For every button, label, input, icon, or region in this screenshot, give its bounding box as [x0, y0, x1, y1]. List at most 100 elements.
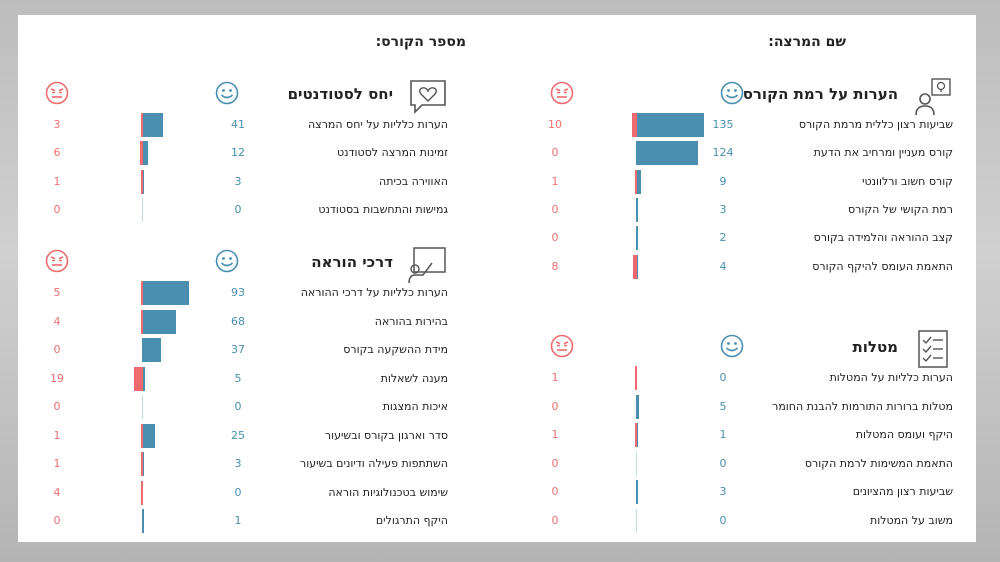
positive-count: 0 — [234, 400, 242, 413]
negative-count: 0 — [551, 456, 559, 470]
metric-label: קצב ההוראה והלמידה בקורס — [813, 231, 953, 245]
negative-face-icon — [550, 334, 574, 358]
metric-row: הערות כלליות על דרכי ההוראה 93 5 — [28, 281, 448, 305]
positive-bar — [636, 480, 638, 504]
person-lightbulb-icon — [915, 78, 951, 116]
metric-label: התאמת המשימות לרמת הקורס — [804, 456, 953, 470]
positive-count: 0 — [234, 485, 242, 499]
positive-bar — [636, 141, 698, 166]
negative-count: 1 — [53, 174, 61, 188]
positive-count: 12 — [231, 146, 245, 160]
metric-row: מענה לשאלות 5 19 — [28, 366, 448, 391]
positive-count: 3 — [234, 457, 242, 470]
negative-bar — [133, 366, 143, 391]
negative-count: 0 — [53, 400, 61, 413]
positive-count: 3 — [719, 485, 727, 498]
metric-label: זמינות המרצה לסטודנט — [336, 146, 448, 160]
positive-count: 5 — [719, 399, 727, 413]
positive-bar — [636, 197, 638, 222]
positive-bar — [636, 394, 639, 419]
metric-label: הערות כלליות על המטלות — [829, 371, 953, 384]
metric-row: קורס מעניין ומרחיב את הדעת 124 0 — [28, 141, 953, 166]
negative-face-icon — [45, 81, 69, 105]
negative-face-icon — [45, 249, 69, 273]
positive-bar — [636, 113, 704, 137]
metric-label: מענה לשאלות — [380, 371, 448, 385]
positive-count: 3 — [234, 174, 242, 188]
negative-count: 0 — [551, 513, 559, 527]
bar-axis — [142, 395, 143, 419]
positive-count: 135 — [712, 118, 734, 131]
negative-bar — [141, 423, 143, 448]
negative-count: 1 — [53, 428, 61, 442]
metric-label: היקף התרגולים — [375, 514, 448, 527]
panel-title: דרכי הוראה — [311, 253, 393, 271]
metric-label: שביעות רצון כללית מרמת הקורס — [798, 118, 953, 131]
negative-count: 8 — [551, 259, 559, 273]
negative-count: 10 — [548, 118, 562, 131]
metric-label: היקף ועומס המטלות — [855, 428, 953, 441]
positive-smiley-icon — [215, 81, 239, 105]
bar-axis — [142, 197, 143, 222]
positive-bar — [636, 423, 638, 447]
positive-count: 0 — [719, 513, 727, 527]
metric-label: קורס חשוב ורלוונטי — [862, 174, 953, 188]
negative-bar — [632, 113, 637, 137]
metric-label: האווירה בכיתה — [379, 174, 448, 188]
bar-axis — [636, 451, 637, 476]
negative-bar — [141, 452, 143, 476]
positive-count: 0 — [234, 202, 242, 216]
negative-bar — [635, 423, 637, 447]
positive-count: 0 — [719, 371, 727, 384]
negative-count: 4 — [53, 314, 61, 328]
metric-row: קורס חשוב ורלוונטי 9 1 — [28, 169, 953, 194]
positive-bar — [636, 169, 641, 194]
metric-label: קורס מעניין ומרחיב את הדעת — [813, 146, 953, 160]
negative-count: 0 — [551, 485, 559, 498]
metric-label: רמת הקושי של הקורס — [847, 202, 953, 216]
negative-count: 6 — [53, 146, 61, 160]
metric-row: שביעות רצון כללית מרמת הקורס 135 10 — [28, 113, 953, 137]
positive-count: 5 — [234, 371, 242, 385]
speech-bubble-heart-icon — [410, 80, 446, 114]
metric-label: בהירות בהוראה — [374, 314, 448, 328]
negative-bar — [635, 169, 637, 194]
metric-row: מטלות ברורות התורמות להבנת החומר 5 0 — [28, 394, 953, 419]
negative-bar — [633, 254, 637, 279]
negative-count: 0 — [53, 343, 61, 356]
negative-bar — [141, 480, 143, 505]
metric-row: היקף ועומס המטלות 1 1 — [28, 423, 953, 447]
negative-count: 1 — [551, 174, 559, 188]
positive-count: 124 — [712, 146, 734, 160]
panel-title: מטלות — [852, 338, 898, 356]
positive-count: 25 — [231, 428, 245, 442]
metric-row: זמינות המרצה לסטודנט 12 6 — [28, 141, 448, 166]
positive-bar — [636, 226, 638, 251]
metric-row: סדר וארגון בקורס ובשיעור 25 1 — [28, 423, 448, 448]
negative-bar — [140, 141, 143, 166]
metric-label: גמישות והתחשבות בסטודנט — [318, 202, 448, 216]
metric-label: איכות המצגות — [382, 400, 448, 413]
metric-row: שביעות רצון מהציונים 3 0 — [28, 480, 953, 504]
positive-bar — [142, 423, 155, 448]
metric-row: הערות כלליות על המטלות 0 1 — [28, 366, 953, 390]
metric-row: בהירות בהוראה 68 4 — [28, 309, 448, 334]
positive-bar — [142, 309, 176, 334]
positive-count: 9 — [719, 174, 727, 188]
positive-count: 3 — [719, 202, 727, 216]
positive-count: 0 — [719, 456, 727, 470]
checklist-icon — [918, 330, 948, 368]
negative-bar — [141, 169, 143, 194]
positive-bar — [142, 338, 161, 362]
metric-row: הערות כלליות על יחס המרצה 41 3 — [28, 113, 448, 137]
metric-label: השתתפות פעילה ודיונים בשיעור — [299, 457, 448, 470]
metric-row: השתתפות פעילה ודיונים בשיעור 3 1 — [28, 452, 448, 476]
metric-label: מטלות ברורות התורמות להבנת החומר — [772, 399, 953, 413]
report-card: שם המרצה: מספר הקורס: הערות על רמת הקורס… — [18, 15, 976, 542]
negative-count: 0 — [551, 146, 559, 160]
metric-row: התאמת המשימות לרמת הקורס 0 0 — [28, 451, 953, 476]
metric-row: שימוש בטכנולוגיות הוראה 0 4 — [28, 480, 448, 505]
metric-label: משוב על המטלות — [869, 513, 953, 527]
metric-label: התאמת העומס להיקף הקורס — [812, 259, 953, 273]
negative-count: 1 — [551, 428, 559, 441]
